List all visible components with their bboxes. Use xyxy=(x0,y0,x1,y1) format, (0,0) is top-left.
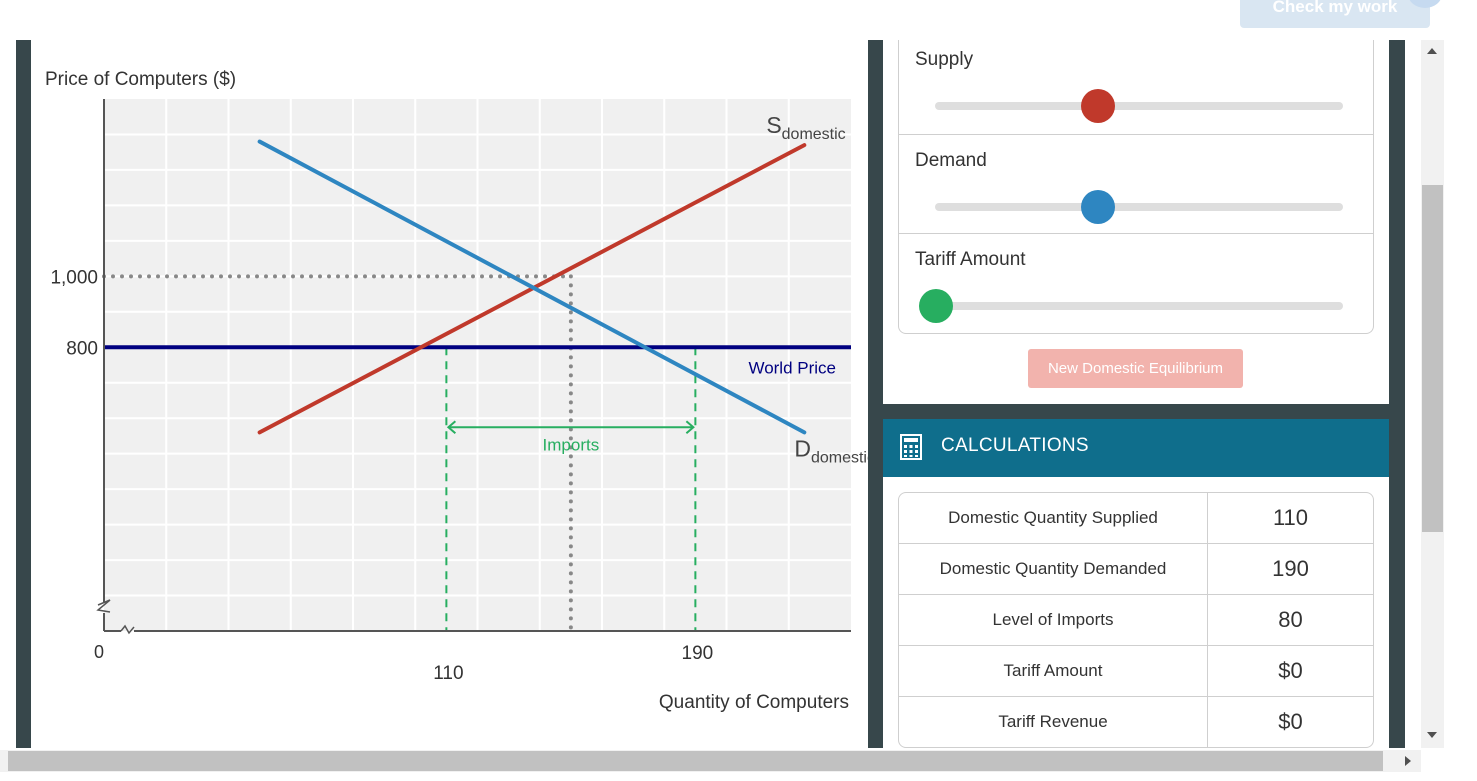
tariff-chart[interactable]: Price of Computers ($) Quantity of Compu… xyxy=(31,40,875,748)
supply-slider-track[interactable] xyxy=(935,102,1343,110)
row-value: $0 xyxy=(1278,709,1303,734)
axes xyxy=(96,99,851,635)
scroll-up-icon[interactable] xyxy=(1427,48,1437,54)
y-axis-label: Price of Computers ($) xyxy=(45,69,236,90)
table-row: Tariff Revenue $0 xyxy=(899,697,1373,747)
origin-label: 0 xyxy=(94,642,104,662)
tariff-slider-track[interactable] xyxy=(935,302,1343,310)
demand-slider-row: Demand xyxy=(899,134,1373,234)
demand-slider-track[interactable] xyxy=(935,203,1343,211)
demand-slider-handle[interactable] xyxy=(1081,190,1115,224)
calculations-panel: CALCULATIONS Domestic Quantity Supplied … xyxy=(883,419,1389,748)
table-row: Domestic Quantity Supplied 110 xyxy=(899,493,1373,544)
supply-slider-row: Supply xyxy=(899,40,1373,139)
demand-label-sub: domestic xyxy=(811,449,868,466)
demand-curve xyxy=(257,139,807,435)
x-tick-label: 110 xyxy=(433,663,463,684)
x-axis-label: Quantity of Computers xyxy=(659,692,849,713)
vertical-scroll-thumb[interactable] xyxy=(1422,185,1443,532)
table-row: Tariff Amount $0 xyxy=(899,646,1373,697)
x-tick-label: 190 xyxy=(682,643,714,664)
imports-label: Imports xyxy=(543,435,600,454)
calculations-header: CALCULATIONS xyxy=(883,419,1389,477)
row-value: 80 xyxy=(1278,607,1303,632)
calculations-title: CALCULATIONS xyxy=(941,435,1089,456)
row-label: Domestic Quantity Demanded xyxy=(899,544,1208,594)
top-strip: Check my work xyxy=(0,0,1477,40)
row-label: Tariff Amount xyxy=(899,646,1208,696)
new-domestic-equilibrium-button[interactable]: New Domestic Equilibrium xyxy=(1028,349,1243,388)
scroll-down-icon[interactable] xyxy=(1427,732,1437,738)
supply-slider-handle[interactable] xyxy=(1081,89,1115,123)
y-tick-label: 1,000 xyxy=(50,267,98,288)
row-value: 110 xyxy=(1272,505,1309,530)
table-row: Level of Imports 80 xyxy=(899,595,1373,646)
calculator-icon xyxy=(900,434,922,460)
supply-label-sub: domestic xyxy=(782,126,846,143)
slider-group: Supply Demand Tariff Amount xyxy=(898,40,1374,334)
row-label: Level of Imports xyxy=(899,595,1208,645)
calculations-table: Domestic Quantity Supplied 110 Domestic … xyxy=(898,492,1374,748)
horizontal-scrollbar[interactable] xyxy=(0,750,1421,772)
graph-panel: Price of Computers ($) Quantity of Compu… xyxy=(31,40,875,748)
guides: Imports xyxy=(102,274,697,633)
demand-slider-label: Demand xyxy=(915,150,987,171)
controls-panel: Supply Demand Tariff Amount New Domestic… xyxy=(883,40,1389,404)
x-axis-break-icon xyxy=(120,624,135,635)
tariff-slider-label: Tariff Amount xyxy=(915,249,1026,270)
row-value: $0 xyxy=(1278,658,1303,683)
supply-label: Sdomestic xyxy=(766,112,845,143)
vertical-scrollbar[interactable] xyxy=(1421,40,1444,748)
imports-arrowhead-right xyxy=(685,420,695,435)
y-axis-break-icon xyxy=(96,599,111,613)
row-label: Domestic Quantity Supplied xyxy=(899,493,1208,543)
world-price-label: World Price xyxy=(748,358,836,377)
scroll-right-icon[interactable] xyxy=(1405,756,1411,766)
row-value: 190 xyxy=(1272,556,1309,581)
tariff-slider-row: Tariff Amount xyxy=(899,233,1373,333)
series xyxy=(104,139,851,435)
horizontal-scroll-thumb[interactable] xyxy=(8,751,1383,771)
row-label: Tariff Revenue xyxy=(899,697,1208,747)
imports-arrowhead-left xyxy=(446,420,457,435)
supply-slider-label: Supply xyxy=(915,49,974,70)
y-tick-label: 800 xyxy=(66,338,98,359)
help-badge-icon[interactable] xyxy=(1408,0,1442,8)
tariff-slider-handle[interactable] xyxy=(919,289,953,323)
ticks: 1,000 800 110 190 xyxy=(50,267,713,684)
table-row: Domestic Quantity Demanded 190 xyxy=(899,544,1373,595)
check-my-work-button[interactable]: Check my work xyxy=(1240,0,1430,28)
